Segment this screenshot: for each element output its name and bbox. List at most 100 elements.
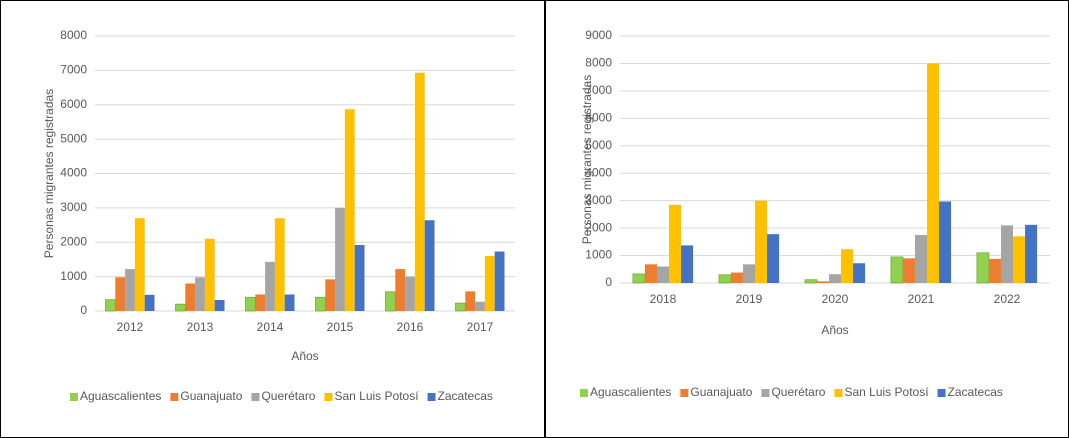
bar — [841, 249, 854, 283]
bar — [767, 234, 780, 283]
bar — [105, 299, 116, 312]
bar — [405, 276, 415, 311]
x-tick-label: 2018 — [650, 292, 677, 306]
y-axis-label: Personas migrantes registradas — [42, 89, 56, 258]
x-axis-label: Años — [821, 323, 848, 337]
y-tick-label: 5000 — [60, 131, 87, 145]
y-tick-label: 4000 — [585, 165, 612, 179]
bar — [204, 238, 215, 311]
bar — [484, 256, 495, 311]
legend-swatch — [680, 389, 689, 397]
bar — [718, 274, 732, 284]
y-tick-label: 8000 — [585, 56, 612, 70]
bar — [804, 279, 818, 284]
legend-label: Aguascalientes — [590, 385, 671, 399]
bar — [656, 266, 670, 283]
legend-label: Guanajuato — [180, 389, 242, 403]
x-tick-label: 2019 — [736, 292, 763, 306]
bar — [914, 234, 928, 283]
bar — [265, 261, 275, 311]
bar — [284, 294, 295, 311]
x-tick-label: 2022 — [994, 292, 1021, 306]
bar — [335, 207, 345, 311]
y-tick-label: 5000 — [585, 138, 612, 152]
bar — [755, 200, 768, 283]
bar — [976, 252, 990, 284]
bar — [115, 277, 126, 311]
y-tick-label: 0 — [80, 303, 87, 317]
x-tick-label: 2017 — [467, 320, 494, 334]
bar — [988, 258, 1001, 283]
legend-label: San Luis Potosí — [844, 385, 929, 399]
bar — [274, 218, 285, 311]
bar — [902, 258, 915, 283]
bar — [816, 281, 829, 283]
legend-swatch — [251, 393, 260, 401]
legend-swatch — [324, 393, 333, 401]
x-tick-label: 2012 — [117, 320, 144, 334]
bar — [853, 263, 866, 283]
legend-label: Zacatecas — [948, 385, 1003, 399]
bar — [669, 204, 682, 283]
legend-label: Guanajuato — [690, 385, 752, 399]
y-tick-label: 6000 — [585, 111, 612, 125]
bar — [385, 291, 396, 312]
bar — [175, 303, 186, 312]
x-tick-label: 2014 — [257, 320, 284, 334]
bar — [475, 301, 485, 311]
legend-label: San Luis Potosí — [334, 389, 419, 403]
bar — [255, 294, 266, 311]
bar — [185, 283, 196, 311]
y-tick-label: 3000 — [60, 200, 87, 214]
bar — [927, 63, 940, 283]
bar — [455, 302, 466, 312]
x-tick-label: 2013 — [187, 320, 214, 334]
legend-label: Querétaro — [771, 385, 825, 399]
legend-swatch — [580, 389, 588, 397]
y-tick-label: 0 — [605, 275, 612, 289]
legend-label: Querétaro — [261, 389, 315, 403]
bar — [828, 274, 842, 283]
bar — [681, 245, 694, 283]
bar — [939, 201, 952, 283]
y-tick-label: 6000 — [60, 97, 87, 111]
bar — [1025, 224, 1038, 283]
bar — [144, 294, 155, 311]
bar — [395, 269, 406, 311]
x-tick-label: 2021 — [908, 292, 935, 306]
x-tick-label: 2020 — [822, 292, 849, 306]
legend-swatch — [761, 389, 770, 397]
bar — [325, 279, 336, 311]
legend-label: Zacatecas — [438, 389, 493, 403]
y-axis-label: Personas migrantes registradas — [580, 75, 594, 244]
bar — [315, 296, 326, 312]
bar — [1013, 236, 1026, 283]
legend-label: Aguascalientes — [80, 389, 161, 403]
bar — [344, 109, 355, 311]
bar — [414, 72, 425, 311]
bar — [644, 264, 657, 283]
bar — [354, 245, 365, 311]
y-tick-label: 7000 — [60, 63, 87, 77]
legend-swatch — [427, 393, 436, 401]
y-tick-label: 7000 — [585, 83, 612, 97]
y-tick-label: 4000 — [60, 166, 87, 180]
panel-border — [545, 0, 1069, 438]
bar — [195, 277, 205, 311]
bar — [494, 251, 505, 311]
bar — [890, 256, 904, 284]
bar — [134, 218, 145, 311]
legend-swatch — [70, 393, 78, 401]
y-tick-label: 1000 — [60, 269, 87, 283]
bar — [125, 269, 135, 311]
bar — [1000, 225, 1014, 283]
bar — [214, 300, 225, 311]
y-tick-label: 3000 — [585, 193, 612, 207]
x-tick-label: 2015 — [327, 320, 354, 334]
legend-swatch — [937, 389, 946, 397]
bar — [245, 296, 256, 312]
bar — [730, 272, 743, 283]
x-tick-label: 2016 — [397, 320, 424, 334]
legend-swatch — [834, 389, 843, 397]
